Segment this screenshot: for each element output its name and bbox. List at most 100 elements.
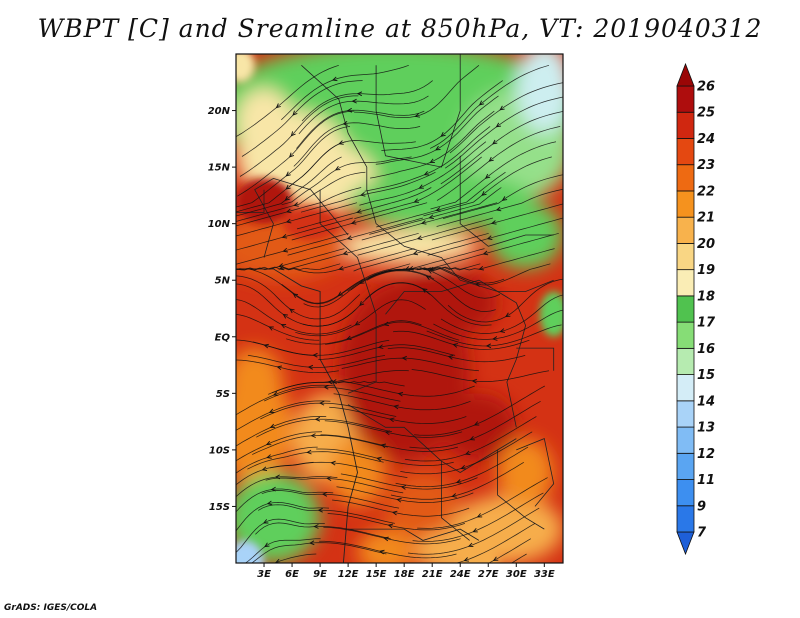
country-border xyxy=(459,155,554,247)
streamline xyxy=(236,518,325,553)
colorbar-label: 25 xyxy=(697,106,715,121)
y-axis: 20N 15N 10N 5N EQ 5S 10S 15S xyxy=(208,106,236,513)
colorbar-label: 17 xyxy=(697,316,716,331)
streamline-arrow xyxy=(288,152,295,158)
streamline-arrow xyxy=(306,449,312,455)
colorbar-box xyxy=(676,479,695,507)
streamline-arrow xyxy=(413,198,420,203)
colorbar-label: 9 xyxy=(697,499,706,514)
field-region xyxy=(236,348,283,416)
streamline-arrow xyxy=(310,433,316,438)
streamline-arrow xyxy=(455,479,462,484)
streamline-arrow xyxy=(471,378,477,384)
streamline-arrow xyxy=(476,513,483,518)
streamline-arrow xyxy=(268,326,274,331)
streamline xyxy=(264,386,401,402)
colorbar-box xyxy=(676,216,695,244)
field-region xyxy=(516,54,563,134)
y-tick-label: 20N xyxy=(208,106,231,117)
streamline-arrow xyxy=(331,76,338,82)
streamline-arrow xyxy=(422,288,428,293)
streamline xyxy=(359,141,487,206)
streamline xyxy=(357,217,494,256)
streamline xyxy=(436,188,563,227)
streamline-arrow xyxy=(492,336,498,341)
field-region xyxy=(348,172,535,230)
x-tick-label: 18E xyxy=(394,569,415,580)
streamline xyxy=(444,96,563,169)
streamline xyxy=(324,420,463,438)
colorbar-high-triangle xyxy=(676,62,695,87)
colorbar-label: 16 xyxy=(697,342,715,357)
streamline-arrow xyxy=(276,365,282,371)
streamline-arrow xyxy=(452,343,458,348)
streamline-arrow xyxy=(313,524,319,529)
streamline xyxy=(361,202,498,241)
streamline xyxy=(318,344,456,360)
streamline-arrow xyxy=(284,195,290,201)
streamline xyxy=(273,553,317,563)
field-region xyxy=(236,540,265,563)
streamline xyxy=(319,540,457,559)
streamline xyxy=(440,111,563,185)
streamline xyxy=(368,268,501,299)
streamline-arrow xyxy=(435,207,441,212)
map-frame xyxy=(235,53,564,564)
streamline-arrow xyxy=(501,196,508,201)
streamline-arrow xyxy=(266,454,272,459)
streamline xyxy=(286,320,422,345)
streamline-arrow xyxy=(420,220,427,225)
y-tick-label: 10N xyxy=(208,219,231,230)
streamline xyxy=(236,268,365,305)
streamline xyxy=(236,217,353,251)
streamline-arrow xyxy=(265,440,272,446)
streamline xyxy=(236,339,315,356)
colorbar-box xyxy=(676,505,695,533)
colorbar-label: 7 xyxy=(697,526,707,541)
streamline xyxy=(293,122,421,167)
streamline xyxy=(236,64,339,138)
colorbar-box xyxy=(676,269,695,297)
streamline xyxy=(329,406,467,424)
streamline xyxy=(256,418,393,438)
streamline xyxy=(236,275,361,320)
streamline xyxy=(241,80,363,157)
streamline-arrow xyxy=(309,540,315,546)
streamline-arrow xyxy=(342,121,348,126)
streamline-arrow xyxy=(337,291,343,297)
streamline xyxy=(236,232,349,265)
streamline xyxy=(455,523,536,563)
streamline-arrow xyxy=(478,265,484,271)
streamline xyxy=(316,448,454,466)
streamline xyxy=(366,270,496,312)
streamline xyxy=(255,522,391,540)
streamline-arrow xyxy=(435,145,441,151)
country-border xyxy=(385,279,527,428)
streamline xyxy=(236,187,362,227)
colorbar-low-triangle xyxy=(676,531,695,556)
map-panel xyxy=(236,54,563,563)
streamline xyxy=(300,171,436,213)
streamline xyxy=(375,95,499,165)
streamline-arrow xyxy=(278,265,285,271)
streamline xyxy=(269,461,408,478)
streamline xyxy=(325,321,460,345)
streamline xyxy=(411,369,550,382)
streamline-arrow xyxy=(261,466,268,471)
streamline xyxy=(431,203,563,241)
streamline xyxy=(298,95,429,135)
colorbar-box xyxy=(676,426,695,454)
streamline xyxy=(440,294,563,334)
streamline-arrow xyxy=(414,113,420,118)
streamline-arrow xyxy=(396,497,402,503)
streamline xyxy=(436,126,561,201)
x-tick-label: 27E xyxy=(478,569,499,580)
x-tick-label: 33E xyxy=(534,569,555,580)
streamline-arrow xyxy=(460,464,466,470)
x-tick-label: 21E xyxy=(422,569,443,580)
streamline xyxy=(340,473,478,490)
streamline xyxy=(336,486,474,503)
streamline xyxy=(261,490,400,509)
streamline xyxy=(260,402,397,420)
country-border xyxy=(301,65,554,292)
